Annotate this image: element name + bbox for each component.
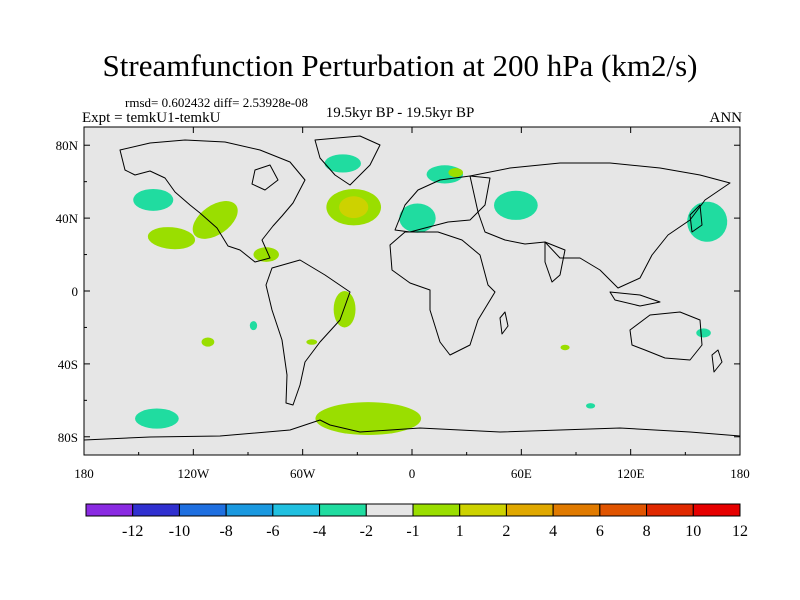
contour-region-0 — [133, 188, 174, 211]
coast-south-america — [265, 259, 351, 406]
contour-region-2 — [147, 227, 196, 250]
contour-region-8 — [399, 203, 436, 233]
contour-region-16 — [560, 344, 570, 351]
period-label: 19.5kyr BP - 19.5kyr BP — [325, 105, 475, 121]
colorbar-label: 4 — [549, 523, 557, 540]
x-tick-label: 120W — [177, 466, 210, 481]
contour-region-20 — [586, 403, 596, 409]
colorbar-swatch — [646, 503, 694, 517]
y-tick-label: 40S — [58, 357, 78, 372]
x-tick-label: 120E — [617, 466, 645, 481]
colorbar-swatch — [272, 503, 321, 517]
map-background — [84, 127, 740, 455]
colorbar-swatch — [365, 503, 414, 517]
coast-antarctica — [84, 419, 740, 441]
colorbar-swatch — [132, 503, 180, 517]
colorbar-swatch — [599, 503, 648, 517]
coast-new-zealand — [711, 349, 723, 373]
colorbar-swatch — [225, 503, 274, 517]
experiment-label: Expt = temkU1-temkU — [82, 110, 221, 126]
colorbar-swatch — [505, 503, 554, 517]
x-tick-label: 180 — [74, 466, 94, 481]
colorbar-label: -6 — [266, 523, 279, 540]
contour-region-17 — [696, 328, 711, 338]
coast-greenland — [314, 135, 381, 186]
contour-region-15 — [306, 339, 318, 345]
coast-africa — [389, 231, 496, 356]
contour-region-3 — [324, 154, 361, 173]
y-tick-label: 80S — [58, 430, 78, 445]
coast-madagascar — [499, 311, 509, 335]
x-tick-label: 60E — [511, 466, 532, 481]
contour-region-5 — [339, 196, 369, 219]
coast-indonesia — [609, 291, 661, 307]
season-label: ANN — [709, 110, 743, 126]
colorbar-swatch — [412, 503, 461, 517]
contour-region-13 — [249, 321, 258, 331]
contour-region-7 — [448, 168, 464, 178]
colorbar-swatch — [319, 503, 367, 517]
rmsd-stats: rmsd= 0.602432 diff= 2.53928e-08 — [125, 95, 309, 110]
coast-india — [544, 241, 566, 283]
chart-title: Streamfunction Perturbation at 200 hPa (… — [102, 48, 698, 83]
colorbar-swatch — [552, 503, 601, 517]
colorbar-label: -10 — [169, 523, 190, 540]
coast-north-america — [119, 139, 306, 263]
colorbar-label: 6 — [596, 523, 604, 540]
coast-hudson-bay — [251, 164, 279, 191]
colorbar-label: 2 — [502, 523, 510, 540]
colorbar-label: -1 — [406, 523, 419, 540]
coast-asia — [469, 162, 731, 289]
colorbar: -12 -10 -8 -6 -4 -2 -1 1 2 4 6 8 10 12 — [85, 503, 748, 540]
contour-region-19 — [315, 402, 422, 435]
coastlines — [84, 135, 740, 441]
colorbar-label: 10 — [685, 523, 701, 540]
contour-region-10 — [687, 201, 728, 242]
x-axis: 180 120W 60W 0 60E 120E 180 — [74, 127, 750, 481]
contour-region-18 — [135, 408, 179, 429]
contour-regions — [133, 154, 728, 435]
contour-region-1 — [192, 201, 238, 239]
colorbar-label: 12 — [732, 523, 748, 540]
y-tick-label: 40N — [56, 211, 79, 226]
x-tick-label: 60W — [290, 466, 316, 481]
colorbar-label: -8 — [219, 523, 232, 540]
contour-region-9 — [493, 190, 538, 220]
contour-region-14 — [201, 337, 215, 347]
y-tick-label: 80N — [56, 138, 79, 153]
x-tick-label: 180 — [730, 466, 750, 481]
colorbar-swatch — [692, 503, 741, 517]
colorbar-label: 1 — [456, 523, 464, 540]
colorbar-swatch — [178, 503, 227, 517]
coast-japan — [689, 204, 703, 233]
contour-region-12 — [333, 291, 356, 328]
colorbar-label: -4 — [313, 523, 326, 540]
colorbar-label: 8 — [643, 523, 651, 540]
y-axis: 80N 40N 0 40S 80S — [56, 138, 740, 445]
colorbar-swatch — [459, 503, 507, 517]
y-tick-label: 0 — [72, 284, 79, 299]
colorbar-label: -2 — [360, 523, 373, 540]
contour-region-11 — [253, 247, 279, 262]
x-tick-label: 0 — [409, 466, 416, 481]
colorbar-label: -12 — [122, 523, 143, 540]
colorbar-swatch — [85, 503, 134, 517]
coast-europe — [394, 175, 491, 233]
coast-australia — [629, 311, 703, 361]
